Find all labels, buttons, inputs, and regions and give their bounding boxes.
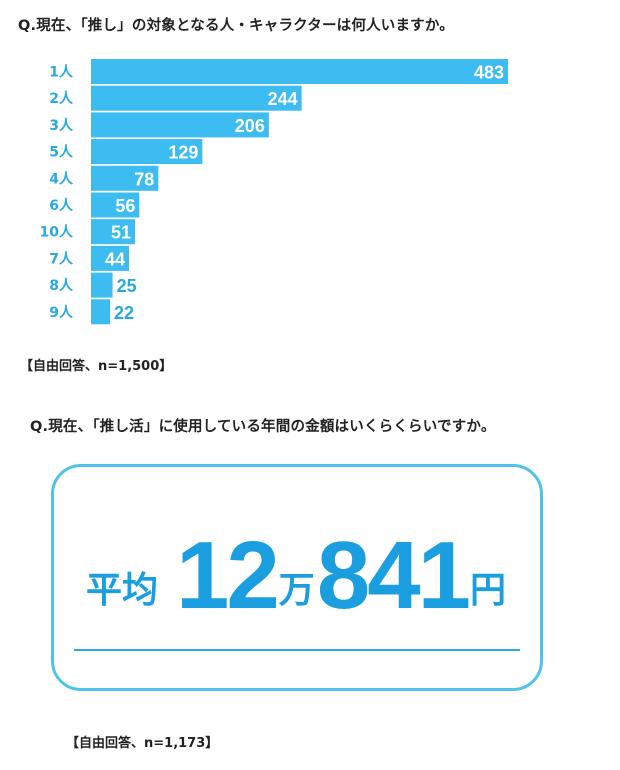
bar — [91, 165, 159, 191]
divider-line — [74, 649, 520, 651]
category-label: 4人 — [49, 170, 74, 187]
category-label: 6人 — [49, 197, 74, 214]
category-label: 7人 — [49, 250, 74, 267]
category-label: 1人 — [49, 64, 74, 81]
amount-rest-value: 841 — [316, 521, 471, 629]
value-label: 483 — [474, 63, 504, 83]
bar-chart: 1人 483 2人 244 3人 206 5人 129 4人 78 6人 56 10人 51 7人 44 8人 2… — [40, 59, 508, 325]
value-label: 51 — [111, 223, 131, 243]
question-title: Q.現在、「推し活」に使用している年間の金額はいくらくらいですか。 — [30, 419, 496, 435]
value-label: 56 — [115, 196, 135, 216]
unit-man: 万 — [278, 570, 315, 611]
value-label: 244 — [268, 89, 298, 109]
category-label: 9人 — [49, 304, 74, 321]
bar — [91, 59, 508, 84]
value-label: 129 — [168, 143, 198, 163]
bar — [91, 192, 140, 218]
bar — [91, 272, 113, 298]
average-amount: 平均 12 万 841 円 — [54, 509, 540, 629]
bar — [91, 139, 203, 165]
category-label: 10人 — [40, 224, 74, 241]
average-amount-box: 平均 12 万 841 円 — [51, 464, 543, 691]
category-label: 8人 — [49, 277, 74, 294]
category-label: 3人 — [49, 117, 74, 134]
sample-size-note-2: 【自由回答、n=1,173】 — [66, 736, 219, 751]
value-label: 22 — [114, 303, 134, 323]
chart-title: Q.現在、「推し」の対象となる人・キャラクターは何人いますか。 — [18, 18, 454, 34]
bar — [91, 245, 129, 271]
bar — [91, 219, 136, 245]
value-label: 25 — [117, 276, 137, 296]
bar — [91, 299, 110, 325]
value-label: 44 — [105, 249, 125, 269]
value-label: 78 — [134, 169, 154, 189]
category-label: 2人 — [49, 90, 74, 107]
amount-man-value: 12 — [176, 521, 280, 629]
category-label: 5人 — [49, 144, 74, 161]
value-label: 206 — [235, 116, 265, 136]
sample-size-note: 【自由回答、n=1,500】 — [20, 359, 173, 374]
average-label: 平均 — [86, 570, 159, 611]
bar — [91, 85, 302, 111]
bar — [91, 112, 269, 138]
unit-yen: 円 — [469, 570, 506, 611]
